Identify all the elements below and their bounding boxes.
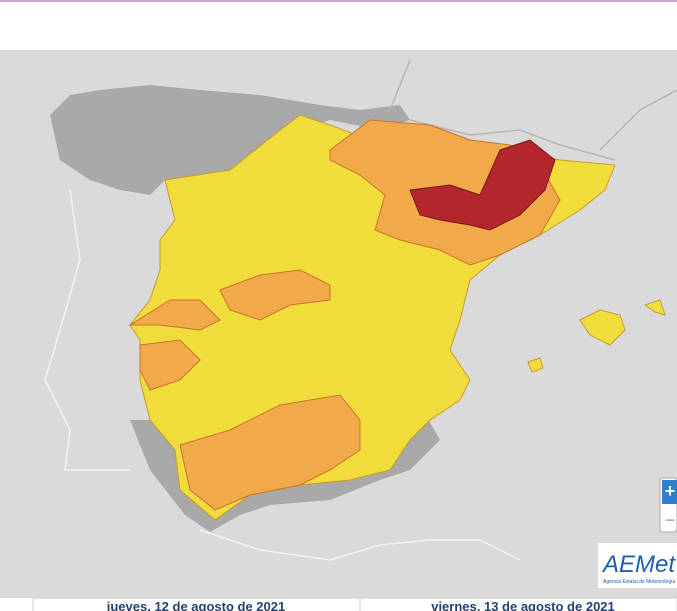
tab-label[interactable]: jueves, 12 de agosto de 2021 — [106, 599, 285, 611]
logo-subtitle: Agencia Estatal de Meteorología — [603, 579, 675, 585]
logo-name: AEMet — [601, 551, 676, 578]
tab[interactable] — [359, 597, 677, 611]
tab-label[interactable]: viernes, 13 de agosto de 2021 — [431, 599, 615, 611]
logo-box — [598, 543, 677, 588]
orange-warning-zone — [128, 299, 221, 391]
orange-warning-zone — [179, 394, 361, 511]
orange-warning-zone — [219, 269, 331, 321]
coast-lines — [389, 59, 677, 161]
balearic-islands — [527, 299, 666, 373]
borders — [44, 189, 521, 561]
north-coast-region — [50, 85, 410, 195]
red-warning-zone — [409, 139, 556, 231]
zoom-in-button[interactable] — [662, 480, 677, 504]
zoom-in-label[interactable]: + — [665, 481, 676, 501]
zoom-out-label[interactable]: − — [665, 510, 676, 530]
